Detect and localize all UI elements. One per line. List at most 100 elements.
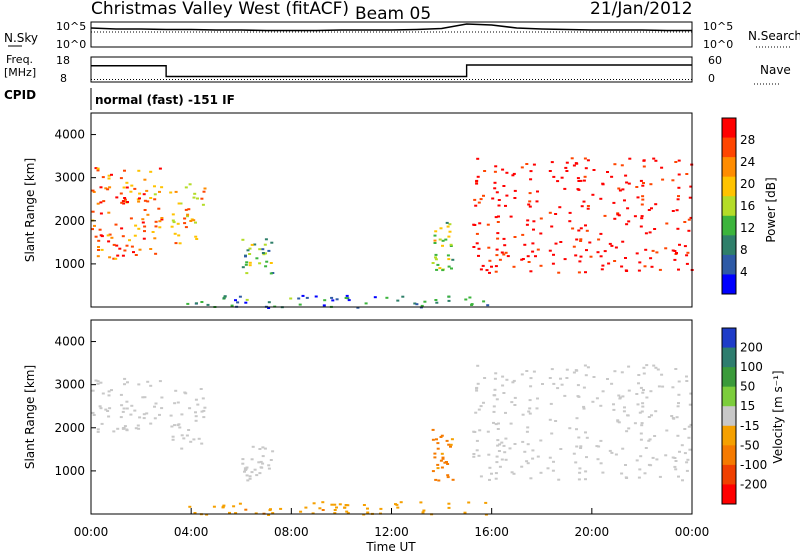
range-cell-4-75 (560, 383, 564, 386)
range-cell-4-17 (433, 239, 437, 242)
range-cell-5-40 (279, 507, 283, 510)
range-cell-4-9 (510, 401, 514, 404)
range-cell-5-54 (610, 175, 614, 178)
range-cell-4-162 (552, 382, 556, 385)
range-cell-5-88 (635, 186, 639, 188)
range-cell-2-21 (194, 235, 198, 238)
range-cell-5-164 (585, 229, 589, 232)
nave-right-tick-top: 60 (708, 54, 722, 67)
range-cell-5-69 (572, 164, 576, 167)
range-cell-5-29 (686, 251, 690, 254)
range-cell-0-30 (91, 189, 95, 192)
range-cell-0-25 (158, 380, 162, 383)
range-cell-5-41 (188, 505, 192, 508)
range-cell-5-13 (362, 504, 366, 506)
range-cell-5-22 (536, 190, 539, 193)
range-cell-6-10 (230, 304, 234, 307)
power-colorbar-swatch-3 (722, 176, 736, 197)
range-cell-3-15 (245, 261, 249, 264)
range-cell-3-9 (248, 253, 252, 255)
range-cell-4-61 (639, 386, 643, 389)
noise-right-tick-bottom: 10^0 (703, 38, 733, 51)
range-cell-1-15 (180, 447, 184, 450)
range-cell-5-11 (493, 187, 497, 190)
y-tick-label-3000: 3000 (54, 171, 85, 185)
range-cell-0-42 (107, 415, 111, 418)
range-cell-5-90 (592, 169, 596, 171)
range-cell-1-68 (97, 239, 101, 242)
range-cell-2-18 (184, 186, 188, 189)
range-cell-4-2 (492, 421, 495, 424)
range-cell-0-20 (158, 413, 161, 416)
range-cell-0-52 (121, 410, 125, 413)
range-cell-6-15 (222, 297, 226, 299)
range-cell-1-17 (200, 442, 204, 445)
range-cell-2-32 (174, 190, 178, 193)
range-cell-5-31 (463, 511, 467, 514)
range-cell-5-207 (652, 157, 656, 160)
range-cell-5-174 (624, 269, 628, 272)
range-cell-0-27 (92, 191, 96, 193)
range-cell-4-76 (608, 449, 612, 452)
range-cell-0-48 (141, 396, 145, 399)
range-cell-4-100 (584, 374, 588, 377)
range-cell-0-15 (153, 405, 156, 408)
range-cell-4-105 (610, 382, 614, 385)
range-cell-5-57 (633, 215, 637, 218)
range-cell-2-18 (258, 448, 262, 450)
range-cell-5-33 (535, 200, 539, 203)
power-colorbar-tick-0: 28 (740, 133, 755, 147)
range-cell-4-12 (681, 479, 684, 482)
range-cell-3-6 (447, 443, 451, 446)
range-cell-1-18 (121, 254, 125, 257)
range-cell-4-36 (559, 377, 562, 380)
range-cell-5-128 (640, 217, 644, 220)
range-cell-6-42 (420, 304, 424, 307)
range-cell-1-45 (141, 221, 145, 224)
range-cell-4-181 (483, 377, 487, 379)
range-cell-4-132 (658, 475, 662, 478)
range-cell-5-232 (491, 197, 495, 200)
range-cell-4-214 (479, 475, 483, 478)
range-cell-3-10 (446, 463, 450, 465)
range-cell-0-51 (112, 430, 116, 433)
range-cell-2-23 (248, 475, 252, 478)
range-cell-5-118 (586, 159, 590, 162)
range-cell-1-25 (171, 435, 175, 438)
range-cell-5-9 (584, 224, 587, 227)
range-cell-2-8 (170, 225, 174, 228)
range-cell-5-46 (548, 211, 552, 214)
range-cell-5-134 (677, 195, 680, 198)
range-cell-5-87 (674, 161, 678, 163)
range-cell-5-133 (500, 251, 504, 254)
range-cell-4-18 (622, 410, 626, 413)
power-colorbar-frame (721, 117, 737, 295)
range-cell-5-30 (221, 505, 225, 508)
range-cell-4-24 (546, 467, 550, 470)
range-cell-1-49 (132, 251, 135, 254)
range-cell-1-65 (137, 227, 141, 230)
range-cell-5-50 (467, 501, 471, 504)
range-cell-5-109 (671, 249, 675, 252)
range-cell-0-16 (133, 409, 137, 412)
range-cell-5-102 (660, 166, 664, 169)
range-cell-5-58 (267, 514, 271, 516)
range-cell-0-60 (121, 427, 125, 430)
range-cell-5-255 (481, 264, 485, 267)
range-cell-5-26 (509, 215, 513, 218)
range-cell-4-255 (582, 407, 586, 410)
range-cell-4-236 (579, 445, 583, 448)
range-cell-2-3 (179, 202, 183, 205)
range-cell-1-27 (118, 247, 122, 250)
range-cell-5-8 (311, 512, 315, 515)
range-cell-4-190 (577, 395, 581, 398)
range-cell-0-11 (160, 407, 164, 410)
range-cell-5-37 (346, 512, 350, 515)
range-cell-3-14 (450, 438, 454, 441)
range-cell-5-48 (335, 506, 338, 509)
range-cell-5-141 (647, 209, 651, 211)
range-cell-5-34 (333, 503, 337, 506)
range-cell-4-86 (640, 422, 644, 425)
range-cell-4-256 (649, 464, 653, 467)
range-cell-4-124 (487, 453, 491, 456)
